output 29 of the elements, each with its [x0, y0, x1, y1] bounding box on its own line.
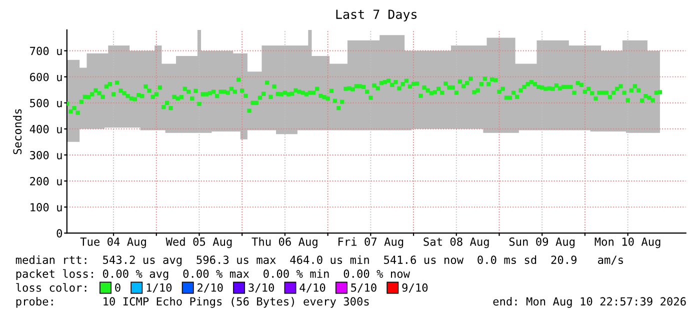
y-tick-label: 700 u	[30, 46, 62, 56]
text: probe: 10 ICMP Echo Pings (56 Bytes) every 300s	[16, 296, 369, 308]
legend-label: 3/10	[248, 283, 274, 293]
legend-label: 5/10	[351, 283, 376, 293]
legend-label: 0	[115, 283, 120, 292]
x-tick-label: Tue 04 Aug	[80, 237, 146, 248]
chart-title: Last 7 Days	[336, 10, 417, 22]
y-tick-label: 400 u	[30, 124, 62, 134]
x-tick-label: Mon 10 Aug	[594, 237, 660, 248]
y-axis-title: Seconds	[12, 109, 22, 154]
y-tick-label: 0	[56, 229, 62, 238]
x-tick-label: Sat 08 Aug	[424, 237, 489, 248]
x-tick-label: Fri 07 Aug	[338, 237, 404, 248]
text: packet loss: 0.00 % avg 0.00 % max 0.00 % min 0.00 % now	[16, 269, 410, 280]
x-tick-label: Sun 09 Aug	[509, 237, 575, 248]
y-tick-label: 100 u	[30, 203, 62, 212]
y-tick-label: 500 u	[30, 98, 62, 108]
legend-label: 1/10	[146, 283, 172, 293]
text: end: Mon Aug 10 22:57:39 2026	[493, 296, 686, 308]
x-tick-label: Wed 05 Aug	[166, 237, 232, 248]
legend-label: 2/10	[198, 283, 223, 293]
legend-label: 4/10	[300, 283, 326, 293]
y-tick-label: 200 u	[30, 177, 62, 186]
text: median rtt: 543.2 us avg 596.3 us max 464.0 us min 541.6 us now 0.0 ms sd 20.9 am/s	[16, 255, 623, 266]
y-tick-label: 300 u	[30, 150, 62, 160]
text: loss color:	[16, 283, 86, 292]
x-tick-label: Thu 06 Aug	[252, 237, 318, 248]
legend-label: 9/10	[402, 283, 428, 293]
y-tick-label: 600 u	[30, 72, 62, 82]
